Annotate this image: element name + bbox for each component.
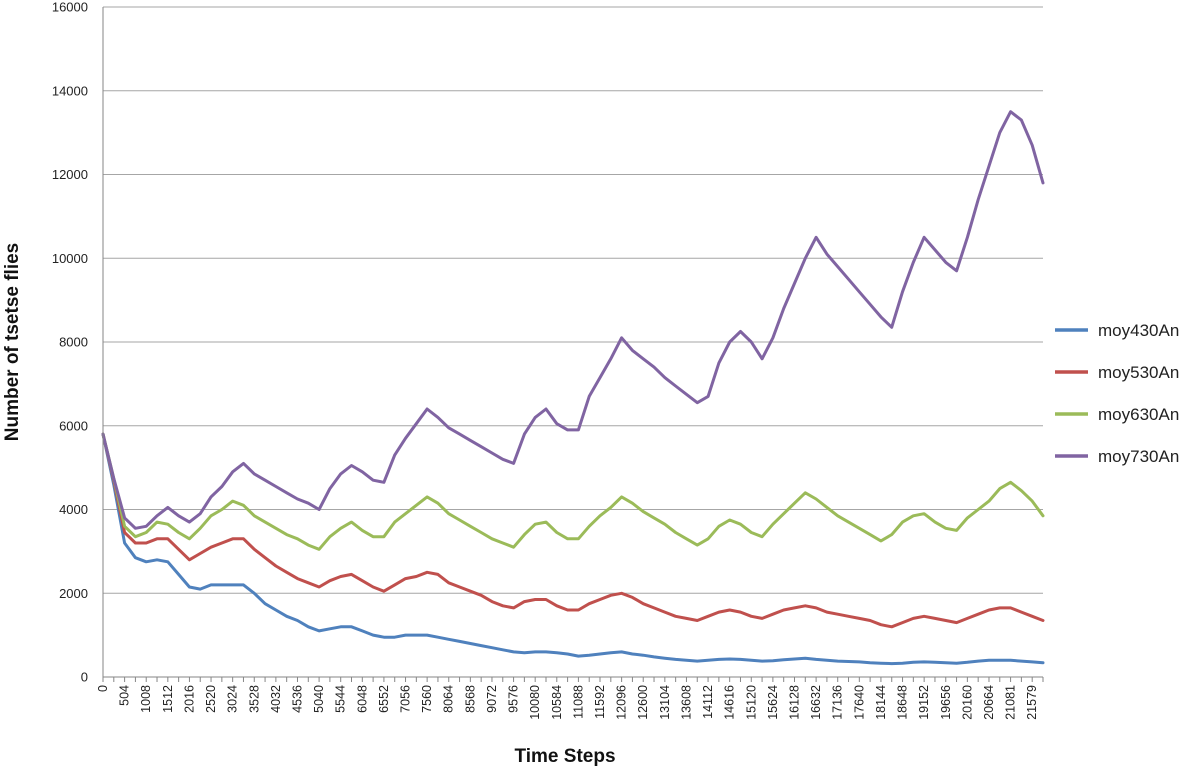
x-tick-label: 2016 xyxy=(182,685,196,713)
series-line-moy630An xyxy=(101,432,1045,551)
y-tick-label: 6000 xyxy=(59,418,88,433)
x-tick-label: 11592 xyxy=(593,685,607,719)
legend-label-moy530An: moy530An xyxy=(1098,363,1179,382)
x-tick-label: 17136 xyxy=(831,685,845,720)
x-tick-label: 5544 xyxy=(334,685,348,713)
x-tick-label: 20664 xyxy=(982,685,996,720)
x-tick-label: 7560 xyxy=(420,685,434,713)
x-tick-label: 6048 xyxy=(355,685,369,713)
x-tick-label: 20160 xyxy=(960,685,974,720)
x-tick-label: 10080 xyxy=(528,685,542,720)
x-tick-label: 16128 xyxy=(787,685,801,720)
x-tick-label: 18648 xyxy=(896,685,910,720)
x-tick-label: 8568 xyxy=(463,685,477,713)
y-tick-label: 0 xyxy=(81,670,88,685)
x-tick-label: 21579 xyxy=(1025,685,1039,720)
x-tick-label: 19152 xyxy=(917,685,931,720)
series-line-moy730An xyxy=(101,110,1045,530)
x-tick-label: 17640 xyxy=(852,685,866,720)
x-tick-label: 5040 xyxy=(312,685,326,713)
legend-label-moy730An: moy730An xyxy=(1098,447,1179,466)
y-tick-label: 16000 xyxy=(52,0,88,15)
x-tick-label: 4536 xyxy=(290,685,304,713)
x-tick-label: 21081 xyxy=(1004,685,1018,720)
x-tick-label: 504 xyxy=(118,685,132,706)
y-tick-label: 10000 xyxy=(52,251,88,266)
x-tick-label: 1008 xyxy=(139,685,153,713)
x-tick-label: 9072 xyxy=(485,685,499,713)
gridlines xyxy=(103,6,1043,678)
x-tick-label: 14616 xyxy=(723,685,737,720)
x-tick-label: 11088 xyxy=(571,685,585,719)
x-tick-label: 15120 xyxy=(744,685,758,720)
x-tick-label: 1512 xyxy=(161,685,175,713)
x-tick-label: 3024 xyxy=(226,685,240,713)
x-tick-label: 16632 xyxy=(809,685,823,720)
x-tick-label: 14112 xyxy=(701,685,715,719)
x-tick-label: 2520 xyxy=(204,685,218,713)
axes xyxy=(102,7,1044,682)
y-tick-label: 4000 xyxy=(59,502,88,517)
x-tick-label: 12096 xyxy=(615,685,629,720)
y-axis-title: Number of tsetse flies xyxy=(2,243,23,442)
x-tick-label: 0 xyxy=(96,685,110,692)
x-tick-label: 15624 xyxy=(766,685,780,720)
x-tick-label: 10584 xyxy=(550,685,564,720)
legend: moy430An moy530An moy630An moy730An xyxy=(1055,321,1179,466)
legend-label-moy630An: moy630An xyxy=(1098,405,1179,424)
x-tick-label: 18144 xyxy=(874,685,888,720)
x-axis-title: Time Steps xyxy=(514,746,615,767)
y-tick-label: 2000 xyxy=(59,586,88,601)
x-tick-label: 13608 xyxy=(679,685,693,720)
x-tick-label: 6552 xyxy=(377,685,391,713)
x-tick-label: 9576 xyxy=(507,685,521,713)
x-tick-labels: 0 504 1008 1512 2016 2520 3024 3528 4032 4536 5040… xyxy=(96,685,1039,720)
x-tick-label: 19656 xyxy=(939,685,953,720)
y-tick-labels: 0 2000 4000 6000 8000 10000 12000 14000 16000 xyxy=(52,0,88,685)
series-line-moy530An xyxy=(101,432,1045,629)
x-tick-label: 7056 xyxy=(399,685,413,713)
x-tick-label: 3528 xyxy=(247,685,261,713)
x-tick-label: 8064 xyxy=(442,685,456,713)
y-tick-label: 14000 xyxy=(52,83,88,98)
series-line-moy430An xyxy=(101,432,1045,666)
x-tick-label: 13104 xyxy=(658,685,672,720)
x-tick-label: 4032 xyxy=(269,685,283,713)
y-tick-label: 8000 xyxy=(59,335,88,350)
x-tick-label: 12600 xyxy=(636,685,650,720)
series-lines xyxy=(101,110,1045,666)
legend-label-moy430An: moy430An xyxy=(1098,321,1179,340)
y-tick-label: 12000 xyxy=(52,167,88,182)
